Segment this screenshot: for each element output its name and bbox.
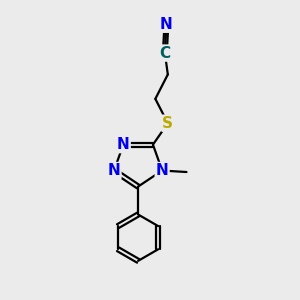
Text: N: N (160, 17, 172, 32)
Text: S: S (162, 116, 173, 131)
Text: N: N (117, 137, 130, 152)
Text: N: N (156, 163, 169, 178)
Text: C: C (159, 46, 170, 61)
Text: N: N (108, 163, 121, 178)
